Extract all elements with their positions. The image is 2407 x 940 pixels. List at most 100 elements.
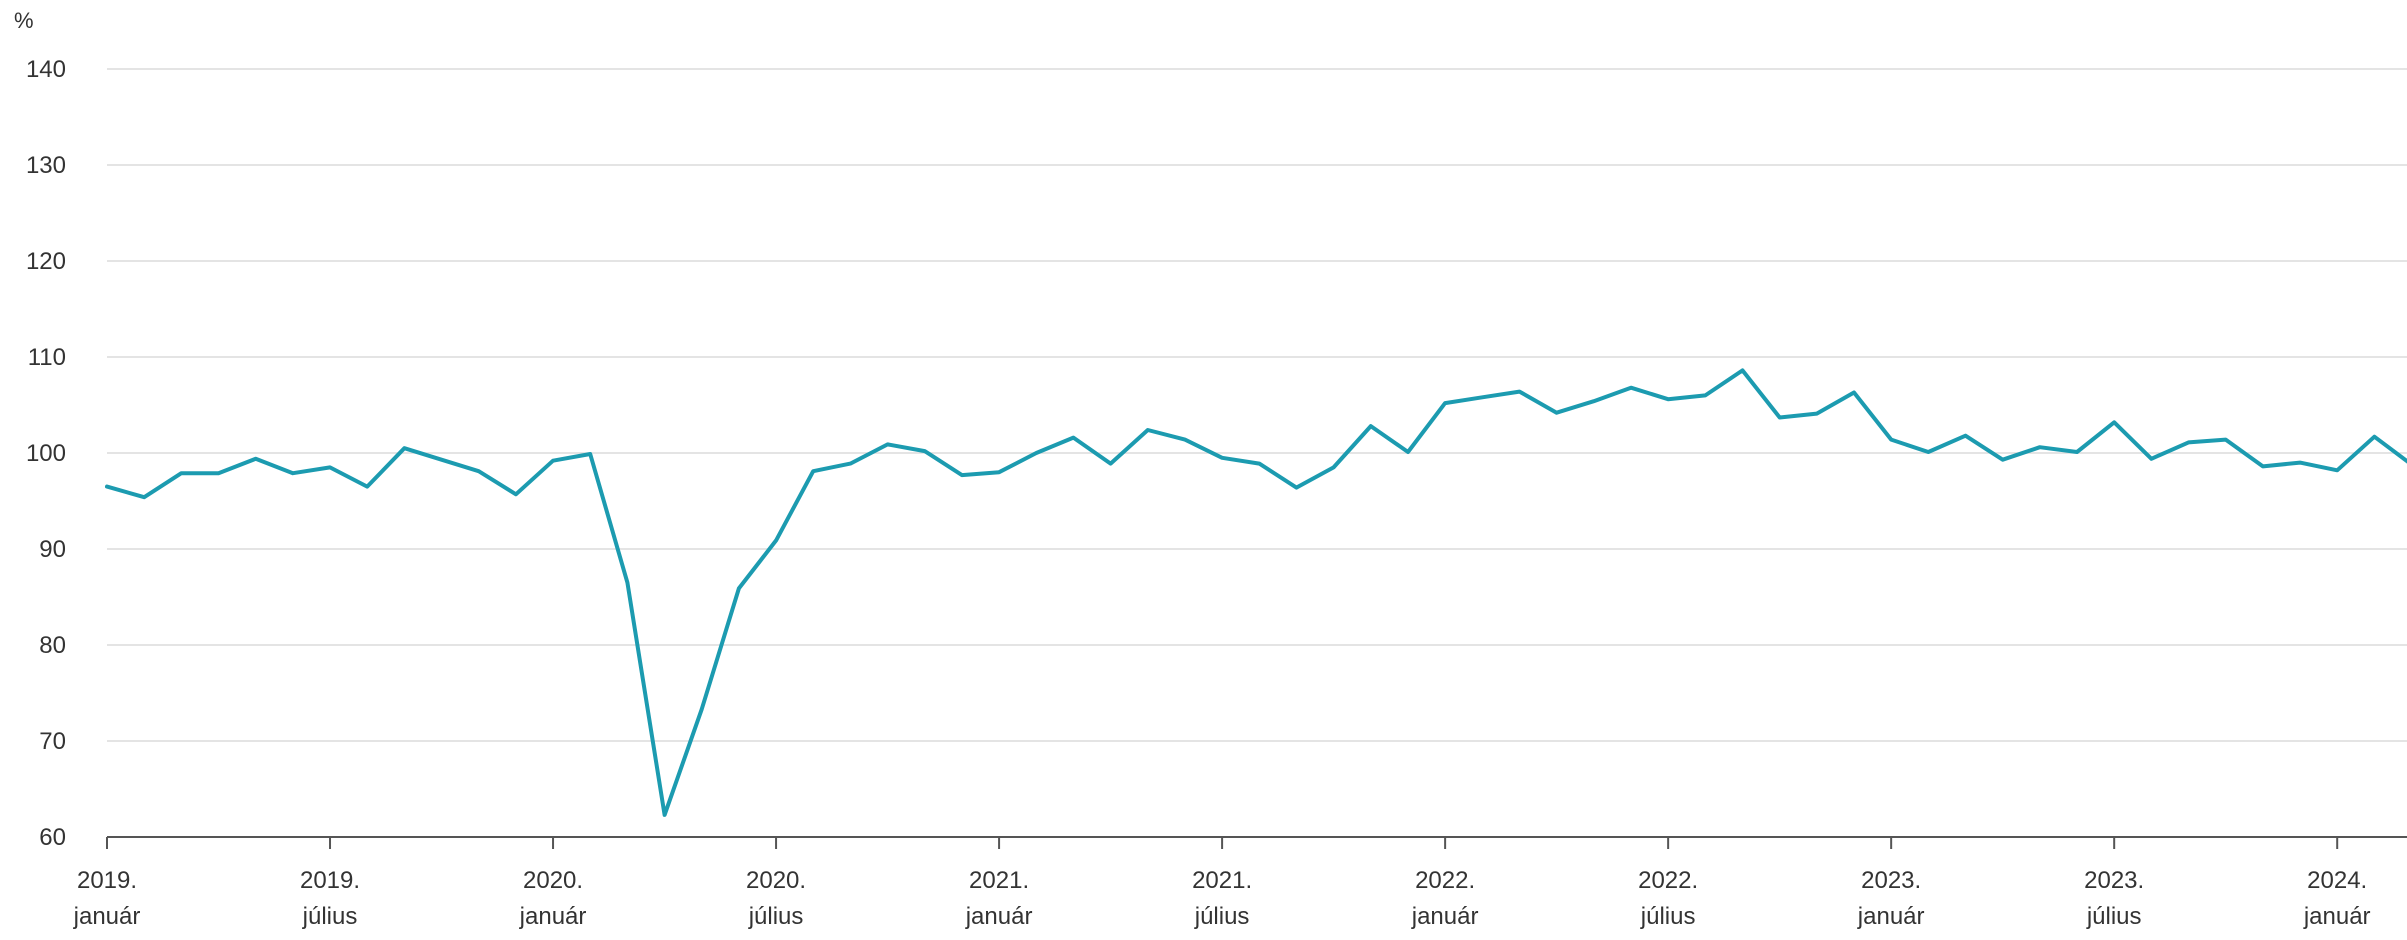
series-layer: [105, 368, 2407, 817]
x-tick-label-month: január: [73, 903, 141, 930]
data-point: [1926, 450, 1930, 454]
x-axis: 2019. január 2019. július 2020. január 2020. jú…: [73, 836, 2407, 930]
data-point: [2149, 457, 2153, 461]
data-point: [700, 707, 704, 711]
data-point: [848, 462, 852, 466]
x-tick-label-month: július: [302, 903, 358, 930]
data-point: [551, 459, 555, 463]
x-tick-label-year: 2023.: [2084, 867, 2144, 894]
x-tick-label-month: július: [1640, 903, 1696, 930]
x-tick-label-year: 2019.: [77, 867, 137, 894]
data-point: [737, 586, 741, 590]
x-tick-label-year: 2022.: [1638, 867, 1698, 894]
x-tick-label-year: 2022.: [1415, 867, 1475, 894]
data-point: [811, 469, 815, 473]
data-point: [2335, 468, 2339, 472]
data-point: [1666, 397, 1670, 401]
data-point: [1964, 434, 1968, 438]
data-point: [1740, 368, 1744, 372]
data-point: [1815, 412, 1819, 416]
data-point: [1332, 465, 1336, 469]
data-point: [1071, 436, 1075, 440]
data-point: [1257, 462, 1261, 466]
x-tick-label-month: január: [2303, 903, 2371, 930]
y-axis-unit-label: %: [14, 8, 34, 33]
y-tick-label: 130: [26, 152, 66, 179]
y-tick-label: 80: [39, 632, 66, 659]
data-point: [2075, 450, 2079, 454]
data-point: [142, 495, 146, 499]
data-point: [440, 458, 444, 462]
data-point: [1183, 438, 1187, 442]
data-point: [2261, 464, 2265, 468]
x-tick-label-month: július: [2086, 903, 2142, 930]
data-point: [663, 813, 667, 817]
data-point: [254, 457, 258, 461]
data-point: [514, 492, 518, 496]
data-point: [1406, 450, 1410, 454]
data-point: [886, 442, 890, 446]
y-tick-label: 110: [28, 344, 66, 371]
data-point: [105, 485, 109, 489]
gridlines: [107, 68, 2407, 742]
y-tick-label: 70: [39, 728, 66, 755]
data-point: [2224, 438, 2228, 442]
x-tick-label-month: január: [965, 903, 1033, 930]
data-point: [1555, 411, 1559, 415]
data-point: [2001, 458, 2005, 462]
data-point: [923, 449, 927, 453]
data-point: [328, 465, 332, 469]
data-point: [1443, 401, 1447, 405]
x-tick-label-year: 2020.: [746, 867, 806, 894]
y-tick-label: 100: [26, 440, 66, 467]
data-point: [1109, 462, 1113, 466]
data-point: [1517, 390, 1521, 394]
series-line: [105, 368, 2407, 817]
data-point: [2038, 445, 2042, 449]
x-tick-label-month: július: [748, 903, 804, 930]
y-tick-label: 60: [39, 824, 66, 851]
data-point: [1629, 386, 1633, 390]
y-tick-label: 120: [26, 248, 66, 275]
x-tick-label-year: 2024.: [2307, 867, 2367, 894]
data-point: [1146, 428, 1150, 432]
x-tick-label-month: január: [519, 903, 587, 930]
data-point: [997, 470, 1001, 474]
data-point: [1220, 456, 1224, 460]
data-point: [625, 581, 629, 585]
x-tick-label-year: 2020.: [523, 867, 583, 894]
data-point: [1034, 451, 1038, 455]
data-point: [2187, 440, 2191, 444]
data-point: [2298, 461, 2302, 465]
x-tick-label-month: január: [1857, 903, 1925, 930]
data-point: [402, 446, 406, 450]
data-point: [291, 471, 295, 475]
data-point: [1703, 393, 1707, 397]
x-tick-label-month: január: [1411, 903, 1479, 930]
data-point: [477, 469, 481, 473]
data-point: [179, 471, 183, 475]
data-point: [588, 452, 592, 456]
y-axis-ticks: 60 70 80 90 100 110 120 130 140: [26, 56, 66, 851]
data-point: [365, 485, 369, 489]
x-tick-label-year: 2019.: [300, 867, 360, 894]
data-point: [1480, 395, 1484, 399]
y-tick-label: 90: [39, 536, 66, 563]
data-point: [217, 471, 221, 475]
data-point: [1369, 424, 1373, 428]
data-point: [960, 473, 964, 477]
y-tick-label: 140: [26, 56, 66, 83]
x-tick-label-month: július: [1194, 903, 1250, 930]
data-point: [774, 538, 778, 542]
x-tick-label-year: 2021.: [1192, 867, 1252, 894]
data-point: [1778, 415, 1782, 419]
data-point: [2112, 420, 2116, 424]
data-point: [2372, 435, 2376, 439]
x-tick-label-year: 2023.: [1861, 867, 1921, 894]
data-point: [1294, 486, 1298, 490]
data-point: [1889, 438, 1893, 442]
data-point: [1592, 399, 1596, 403]
data-point: [1852, 391, 1856, 395]
x-tick-label-year: 2021.: [969, 867, 1029, 894]
